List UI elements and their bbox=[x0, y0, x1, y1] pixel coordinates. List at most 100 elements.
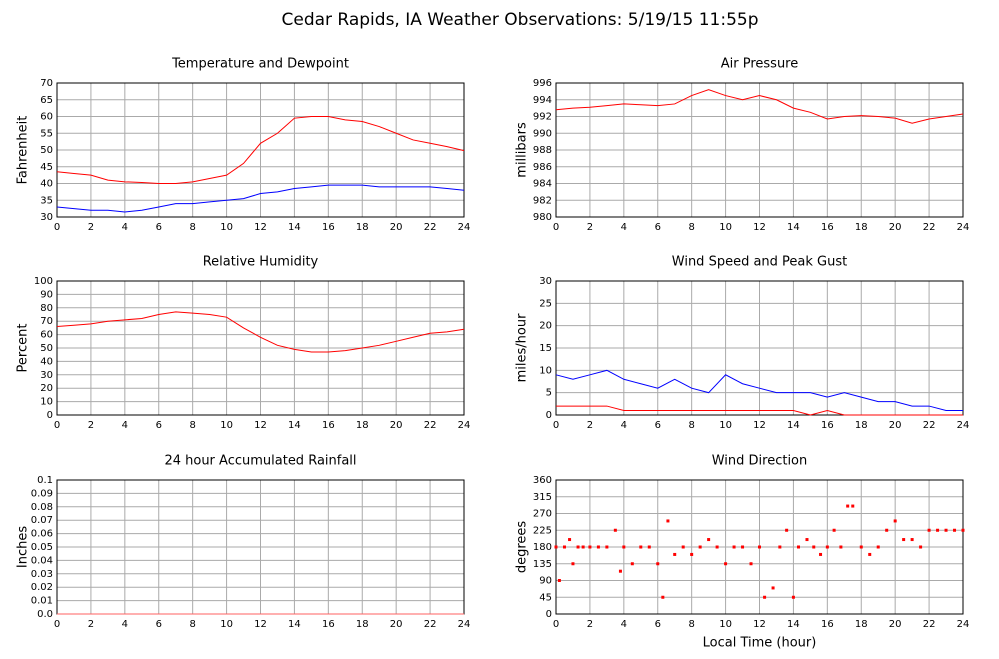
x-tick-label: 0 bbox=[553, 619, 559, 630]
x-tick-label: 12 bbox=[753, 222, 766, 233]
data-point bbox=[639, 545, 643, 549]
chart-title: 24 hour Accumulated Rainfall bbox=[164, 454, 356, 469]
y-tick-label: 996 bbox=[533, 78, 552, 89]
data-point bbox=[681, 545, 685, 549]
y-tick-label: 982 bbox=[533, 195, 552, 206]
x-tick-label: 8 bbox=[189, 619, 195, 630]
x-tick-label: 16 bbox=[322, 222, 335, 233]
x-tick-label: 8 bbox=[189, 222, 195, 233]
x-tick-label: 2 bbox=[88, 420, 94, 431]
x-tick-label: 16 bbox=[322, 619, 335, 630]
x-tick-label: 12 bbox=[254, 420, 267, 431]
y-tick-label: 988 bbox=[533, 145, 552, 156]
x-tick-label: 10 bbox=[220, 619, 233, 630]
plot-border bbox=[555, 82, 964, 218]
x-tick-label: 24 bbox=[957, 619, 970, 630]
x-tick-label: 6 bbox=[156, 222, 162, 233]
y-tick-label: 0.01 bbox=[31, 596, 53, 607]
x-tick-label: 2 bbox=[587, 420, 593, 431]
x-tick-label: 22 bbox=[923, 420, 936, 431]
x-tick-label: 6 bbox=[156, 420, 162, 431]
x-tick-label: 16 bbox=[821, 420, 834, 431]
y-tick-label: 60 bbox=[40, 330, 53, 341]
y-tick-label: 80 bbox=[40, 303, 53, 314]
data-point bbox=[715, 545, 719, 549]
data-point bbox=[630, 562, 634, 566]
chart-title: Wind Direction bbox=[712, 454, 808, 469]
x-tick-label: 22 bbox=[923, 222, 936, 233]
data-point bbox=[588, 545, 592, 549]
x-tick-label: 12 bbox=[254, 619, 267, 630]
x-tick-label: 0 bbox=[553, 420, 559, 431]
data-point bbox=[673, 552, 677, 556]
chart-title: Air Pressure bbox=[721, 57, 799, 72]
y-tick-label: 5 bbox=[546, 388, 552, 399]
x-tick-label: 0 bbox=[54, 420, 60, 431]
y-tick-label: 0.05 bbox=[31, 542, 53, 553]
y-tick-label: 40 bbox=[40, 356, 53, 367]
y-tick-label: 20 bbox=[40, 383, 53, 394]
y-tick-label: 984 bbox=[533, 179, 552, 190]
x-tick-label: 8 bbox=[688, 222, 694, 233]
data-point bbox=[910, 538, 914, 542]
x-tick-label: 20 bbox=[390, 420, 403, 431]
y-tick-label: 30 bbox=[40, 370, 53, 381]
y-axis-label: Percent bbox=[16, 324, 31, 373]
x-tick-label: 2 bbox=[88, 619, 94, 630]
x-tick-label: 10 bbox=[719, 420, 732, 431]
data-point bbox=[661, 595, 665, 599]
data-point bbox=[562, 545, 566, 549]
x-tick-label: 22 bbox=[424, 420, 437, 431]
x-tick-label: 4 bbox=[122, 222, 128, 233]
data-point bbox=[805, 538, 809, 542]
data-point bbox=[647, 545, 651, 549]
data-line bbox=[56, 116, 465, 184]
x-tick-label: 4 bbox=[621, 222, 627, 233]
data-line bbox=[56, 311, 465, 353]
x-tick-label: 16 bbox=[322, 420, 335, 431]
data-point bbox=[758, 545, 761, 549]
x-tick-label: 12 bbox=[753, 619, 766, 630]
x-tick-label: 8 bbox=[189, 420, 195, 431]
x-tick-label: 2 bbox=[587, 619, 593, 630]
data-point bbox=[812, 545, 816, 549]
x-tick-label: 16 bbox=[821, 619, 834, 630]
y-tick-label: 50 bbox=[40, 343, 53, 354]
x-tick-label: 12 bbox=[753, 420, 766, 431]
y-tick-label: 15 bbox=[539, 343, 552, 354]
data-point bbox=[656, 562, 660, 566]
data-point bbox=[666, 519, 670, 523]
chart-title: Relative Humidity bbox=[203, 255, 319, 270]
x-tick-label: 12 bbox=[254, 222, 267, 233]
x-tick-label: 6 bbox=[655, 420, 661, 431]
data-point bbox=[953, 528, 957, 532]
x-tick-label: 18 bbox=[356, 619, 369, 630]
y-tick-label: 315 bbox=[533, 492, 552, 503]
y-tick-label: 986 bbox=[533, 162, 552, 173]
y-tick-label: 0 bbox=[47, 410, 53, 421]
y-tick-label: 10 bbox=[40, 397, 53, 408]
data-point bbox=[596, 545, 600, 549]
y-tick-label: 45 bbox=[40, 162, 53, 173]
data-line bbox=[555, 89, 964, 124]
data-line bbox=[556, 405, 963, 416]
data-point bbox=[554, 545, 558, 549]
y-axis-label: degrees bbox=[515, 521, 530, 574]
y-tick-label: 360 bbox=[533, 475, 552, 486]
x-tick-label: 20 bbox=[889, 222, 902, 233]
data-point bbox=[876, 545, 880, 549]
x-tick-label: 14 bbox=[787, 619, 800, 630]
x-tick-label: 10 bbox=[719, 619, 732, 630]
y-tick-label: 25 bbox=[539, 298, 552, 309]
y-tick-label: 0.07 bbox=[31, 515, 53, 526]
y-axis-label: Fahrenheit bbox=[16, 116, 31, 185]
data-point bbox=[568, 538, 572, 542]
data-point bbox=[868, 552, 872, 556]
data-point bbox=[741, 545, 745, 549]
data-point bbox=[961, 528, 965, 532]
x-tick-label: 6 bbox=[655, 619, 661, 630]
y-tick-label: 100 bbox=[34, 276, 53, 287]
data-point bbox=[825, 545, 829, 549]
x-tick-label: 14 bbox=[787, 420, 800, 431]
